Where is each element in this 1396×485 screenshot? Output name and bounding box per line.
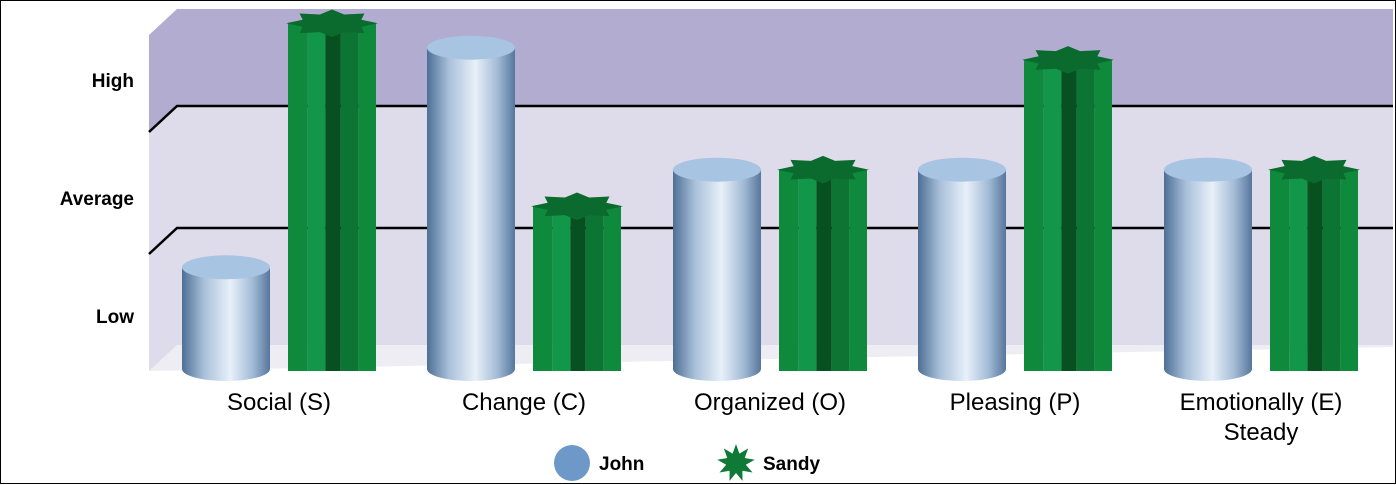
legend-item-john: John: [554, 445, 644, 481]
x-tick-line: Pleasing (P): [950, 389, 1081, 416]
bar-sandy-flute: [358, 23, 376, 372]
legend-item-sandy: Sandy: [717, 444, 820, 481]
bar-sandy-flute: [570, 206, 586, 371]
x-tick-line: Organized (O): [694, 389, 846, 416]
bar-sandy-flute: [1270, 169, 1290, 371]
bar-sandy-top: [531, 192, 623, 221]
legend: John Sandy: [554, 444, 820, 481]
bar-john-top: [918, 157, 1006, 182]
bar-john-body: [1164, 169, 1252, 381]
bar-john-top: [182, 255, 270, 280]
bar-john-body: [182, 267, 270, 381]
bar-john: [1164, 157, 1252, 381]
bar-sandy-top: [1268, 155, 1360, 184]
bar-sandy-flute: [849, 169, 867, 371]
bar-sandy-flute: [798, 169, 817, 371]
bar-sandy-top: [286, 9, 378, 38]
y-tick-label: Average: [60, 189, 134, 210]
bar-sandy: [1022, 46, 1114, 372]
bar-sandy: [1268, 155, 1360, 371]
bar-sandy-flute: [1289, 169, 1308, 371]
x-tick-label: Emotionally (E) Steady: [1180, 389, 1343, 446]
bar-sandy-flute: [340, 23, 359, 372]
bar-john: [918, 157, 1006, 381]
legend-label-sandy: Sandy: [763, 454, 820, 475]
bar-john: [182, 255, 270, 381]
bar-sandy-flute: [1076, 59, 1095, 372]
x-tick-line: Emotionally (E): [1180, 389, 1343, 416]
bar-john-body: [673, 169, 761, 381]
bar-john-top: [427, 35, 515, 60]
y-tick-label: High: [92, 71, 134, 92]
bar-sandy-flute: [1043, 59, 1062, 372]
bar-john-top: [1164, 157, 1252, 182]
bar-sandy-flute: [585, 206, 604, 371]
gridline: [148, 104, 1393, 133]
x-tick-line: Change (C): [462, 389, 586, 416]
bar-sandy: [286, 9, 378, 372]
x-tick-line: Social (S): [227, 389, 331, 416]
bar-john-body: [427, 47, 515, 381]
bar-sandy-flute: [1061, 59, 1077, 372]
bar-john: [427, 35, 515, 381]
x-tick-label: Organized (O): [694, 389, 846, 416]
bar-john-body: [918, 169, 1006, 381]
y-axis-ticks: High Average Low: [60, 71, 135, 328]
x-axis-ticks: Social (S) Change (C) Organized (O) Pleasin…: [227, 389, 1342, 446]
bar-sandy-flute: [307, 23, 326, 372]
bar-sandy-top: [777, 155, 869, 184]
bar-sandy-flute: [831, 169, 850, 371]
bar-sandy-flute: [533, 206, 553, 371]
bar-sandy-flute: [1322, 169, 1341, 371]
bar-sandy-top: [1022, 46, 1114, 74]
bar-sandy-flute: [1024, 59, 1044, 372]
x-tick-line: Steady: [1224, 419, 1299, 446]
bar-sandy-flute: [816, 169, 832, 371]
bar-john: [673, 157, 761, 381]
bar-sandy-flute: [325, 23, 341, 372]
x-tick-label: Change (C): [462, 389, 586, 416]
bar-sandy: [531, 192, 623, 371]
x-tick-label: Pleasing (P): [950, 389, 1081, 416]
bar-sandy-flute: [1094, 59, 1112, 372]
y-tick-label: Low: [96, 307, 134, 328]
bar-sandy-flute: [779, 169, 799, 371]
bar-sandy-flute: [1307, 169, 1323, 371]
legend-swatch-sandy: [717, 444, 755, 481]
bars: [182, 9, 1360, 381]
bar-sandy-flute: [1340, 169, 1358, 371]
legend-swatch-john: [554, 445, 590, 481]
legend-label-john: John: [599, 454, 644, 475]
bar-sandy-flute: [288, 23, 308, 372]
bar-sandy-flute: [603, 206, 621, 371]
bar-sandy-flute: [552, 206, 571, 371]
bar-sandy: [777, 155, 869, 371]
bar-john-top: [673, 157, 761, 182]
x-tick-label: Social (S): [227, 389, 331, 416]
